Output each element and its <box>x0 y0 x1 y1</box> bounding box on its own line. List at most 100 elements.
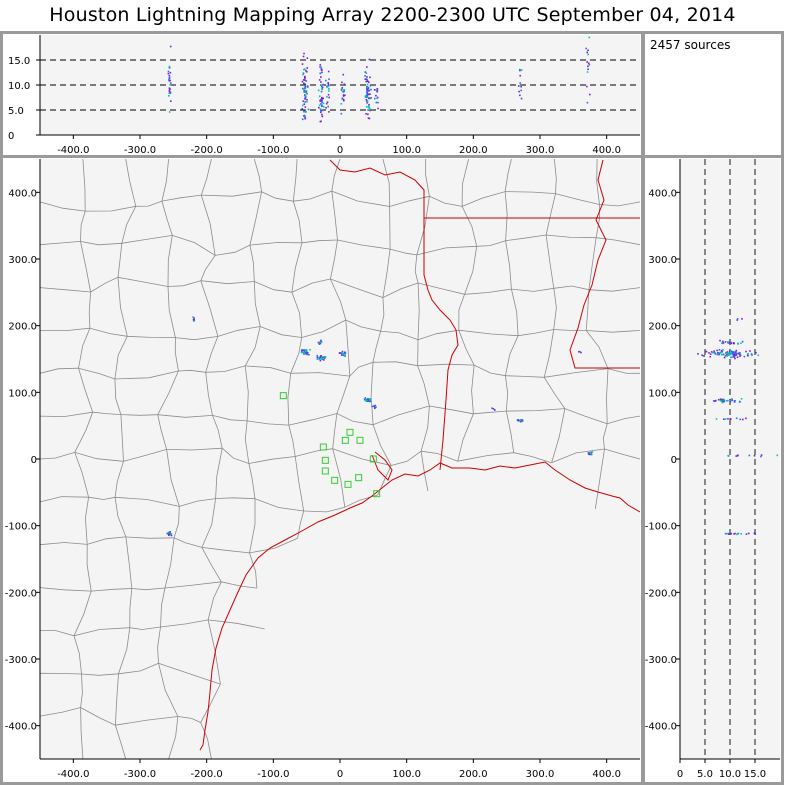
altitude-source-point <box>169 91 172 94</box>
county-boundary <box>39 201 86 212</box>
plan-view-source-point <box>322 356 325 359</box>
altitude-source-point <box>376 96 379 99</box>
county-boundary <box>205 372 213 416</box>
county-boundary <box>74 452 124 462</box>
county-boundary <box>457 452 514 462</box>
county-boundary <box>290 337 303 374</box>
altitude-source-point <box>167 72 170 75</box>
county-boundary <box>160 587 166 628</box>
altitude-source-point <box>369 97 372 100</box>
county-boundary <box>337 239 391 250</box>
ns-altitude-source-point <box>720 349 723 352</box>
altitude-source-point <box>319 64 322 66</box>
altitude-x-tick-label: 100.0 <box>392 145 421 156</box>
county-boundary <box>372 361 418 367</box>
altitude-axes: 0 5.0 10.0 15.0 -400.0 -300.0 -200.0 -100.0 0 100… <box>8 35 640 156</box>
county-boundary <box>585 289 590 331</box>
ns-altitude-source-point <box>738 353 741 356</box>
ns-altitude-source-point <box>731 352 734 355</box>
plan-view-source-point <box>373 405 375 408</box>
county-boundary <box>80 241 91 293</box>
ns-altitude-source-point <box>717 398 720 401</box>
county-boundary <box>473 410 507 415</box>
altitude-source-point <box>302 73 304 76</box>
county-boundary <box>208 619 265 630</box>
county-boundary <box>596 158 600 205</box>
county-boundary <box>349 361 374 377</box>
county-boundary <box>331 190 390 207</box>
county-boundary <box>418 282 465 295</box>
plan-view-source-point <box>193 317 195 319</box>
county-boundary <box>380 330 419 341</box>
ns-altitude-source-point <box>702 355 705 357</box>
map-plot-area <box>40 159 640 759</box>
county-boundary <box>330 239 338 280</box>
county-boundary <box>161 158 169 202</box>
county-boundary <box>201 547 250 554</box>
altitude-x-tick-label: -100.0 <box>257 145 289 156</box>
altitude-source-point <box>368 58 371 61</box>
plan-view-source-point <box>169 532 172 535</box>
ns-altitude-source-point <box>717 351 719 354</box>
map-y-tick-label: 200.0 <box>8 322 37 333</box>
altitude-source-point <box>520 69 523 71</box>
map-x-tick-label: 200.0 <box>459 769 488 780</box>
county-boundary <box>82 158 86 212</box>
altitude-source-point <box>320 98 322 101</box>
ns-altitude-source-point <box>745 417 747 420</box>
county-boundary <box>88 291 91 329</box>
map-x-tick-label: -200.0 <box>191 769 223 780</box>
county-boundary <box>421 450 458 462</box>
county-boundary <box>121 206 137 244</box>
county-boundary <box>201 191 262 197</box>
plan-view-source-point <box>364 397 367 399</box>
altitude-source-point <box>365 72 368 75</box>
ns-altitude-source-point <box>724 418 727 420</box>
ns-altitude-source-point <box>745 533 748 535</box>
ns-altitude-source-point <box>727 454 729 457</box>
county-boundary <box>292 158 298 202</box>
county-boundary <box>248 456 296 464</box>
altitude-source-point <box>321 104 323 107</box>
altitude-source-point <box>519 69 521 72</box>
altitude-reference-lines <box>40 59 640 111</box>
ns-altitude-source-point <box>731 399 733 401</box>
county-boundary <box>417 282 420 340</box>
county-boundary <box>120 414 158 416</box>
altitude-source-point <box>318 95 321 98</box>
county-boundary <box>118 662 159 675</box>
county-boundary <box>168 716 179 760</box>
altitude-source-point <box>376 87 379 90</box>
altitude-source-point <box>366 83 369 86</box>
county-boundary <box>207 581 222 620</box>
county-boundary <box>157 626 161 664</box>
ns-altitude-source-point <box>730 350 733 353</box>
ns-altitude-source-point <box>735 417 738 420</box>
altitude-source-point <box>318 106 320 109</box>
ns-altitude-source-point <box>729 350 732 352</box>
ns-altitude-source-point <box>737 352 740 355</box>
altitude-source-point <box>367 117 370 119</box>
ns-altitude-source-point <box>727 341 730 343</box>
county-boundary <box>564 408 608 425</box>
county-boundary <box>588 237 597 290</box>
ns-altitude-source-point <box>727 532 729 535</box>
plan-view-source-point <box>304 352 306 355</box>
altitude-source-point <box>301 80 304 83</box>
altitude-source-point <box>342 98 345 101</box>
county-boundary <box>607 368 641 374</box>
altitude-source-point <box>586 71 589 73</box>
county-boundary <box>200 194 216 256</box>
plan-view-source-point <box>167 532 170 535</box>
county-boundary <box>39 672 82 675</box>
plan-view-source-point <box>170 532 173 535</box>
altitude-source-point <box>320 76 322 78</box>
county-boundary <box>551 448 605 464</box>
ns-altitude-source-point <box>728 353 730 356</box>
ns-altitude-source-point <box>731 356 733 359</box>
county-boundary <box>429 195 463 207</box>
plan-view-source-point <box>521 420 524 423</box>
station-marker <box>355 474 363 482</box>
altitude-source-point <box>303 89 305 92</box>
